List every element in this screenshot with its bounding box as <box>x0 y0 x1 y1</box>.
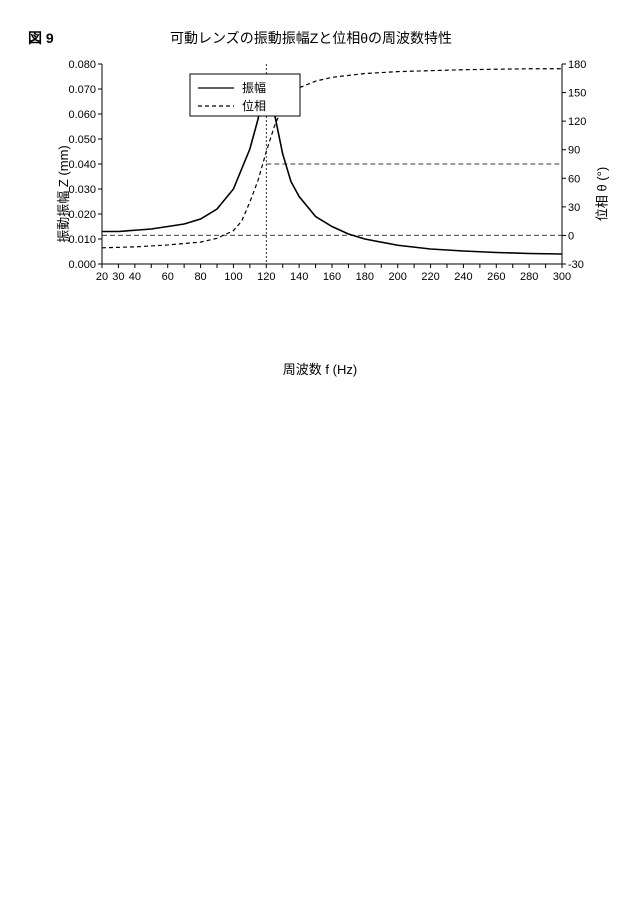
x-tick-label: 240 <box>454 271 472 283</box>
y2-tick-label: -30 <box>568 259 584 271</box>
x-axis-label: 周波数 f (Hz) <box>40 359 600 378</box>
x-tick-label: 300 <box>553 271 571 283</box>
y2-tick-label: 60 <box>568 173 580 185</box>
y1-tick-label: 0.080 <box>68 59 96 71</box>
chart-title: 可動レンズの振動振幅Zと位相θの周波数特性 <box>0 28 622 48</box>
x-tick-label: 20 <box>96 271 108 283</box>
x-tick-label: 40 <box>129 271 141 283</box>
x-tick-label: 200 <box>389 271 407 283</box>
legend-label: 位相 <box>242 98 266 113</box>
y2-tick-label: 0 <box>568 230 574 242</box>
legend-label: 振幅 <box>242 80 266 95</box>
y2-tick-label: 180 <box>568 59 586 71</box>
y1-tick-label: 0.010 <box>68 234 96 246</box>
y1-tick-label: 0.070 <box>68 84 96 96</box>
x-tick-label: 80 <box>194 271 206 283</box>
x-tick-label: 220 <box>421 271 439 283</box>
x-tick-label: 100 <box>224 271 242 283</box>
x-tick-label: 280 <box>520 271 538 283</box>
x-tick-label: 140 <box>290 271 308 283</box>
x-tick-label: 160 <box>323 271 341 283</box>
y1-tick-label: 0.030 <box>68 184 96 196</box>
chart-area: 振動振幅 Z (mm) 位相 θ (°) 周波数 f (Hz) 0.0000.0… <box>40 54 600 334</box>
y2-tick-label: 120 <box>568 116 586 128</box>
y1-tick-label: 0.060 <box>68 109 96 121</box>
y1-tick-label: 0.040 <box>68 159 96 171</box>
amplitude-series <box>102 77 562 255</box>
y1-tick-label: 0.020 <box>68 209 96 221</box>
x-tick-label: 30 <box>112 271 124 283</box>
chart-svg: 0.000 0.010 0.020 0.030 0.040 0.050 0.060 0.070… <box>40 54 600 290</box>
y1-axis-label: 振動振幅 Z (mm) <box>53 145 72 242</box>
x-tick-label: 120 <box>257 271 275 283</box>
y2-tick-label: 150 <box>568 88 586 100</box>
page: 図 9 可動レンズの振動振幅Zと位相θの周波数特性 振動振幅 Z (mm) 位相… <box>0 0 622 913</box>
y1-tick-label: 0.050 <box>68 134 96 146</box>
x-tick-label: 180 <box>356 271 374 283</box>
x-tick-label: 60 <box>162 271 174 283</box>
y1-tick-label: 0.000 <box>68 259 96 271</box>
phase-series <box>102 69 562 248</box>
y2-axis-label: 位相 θ (°) <box>591 167 610 221</box>
y2-tick-label: 90 <box>568 145 580 157</box>
y2-tick-label: 30 <box>568 202 580 214</box>
x-tick-label: 260 <box>487 271 505 283</box>
